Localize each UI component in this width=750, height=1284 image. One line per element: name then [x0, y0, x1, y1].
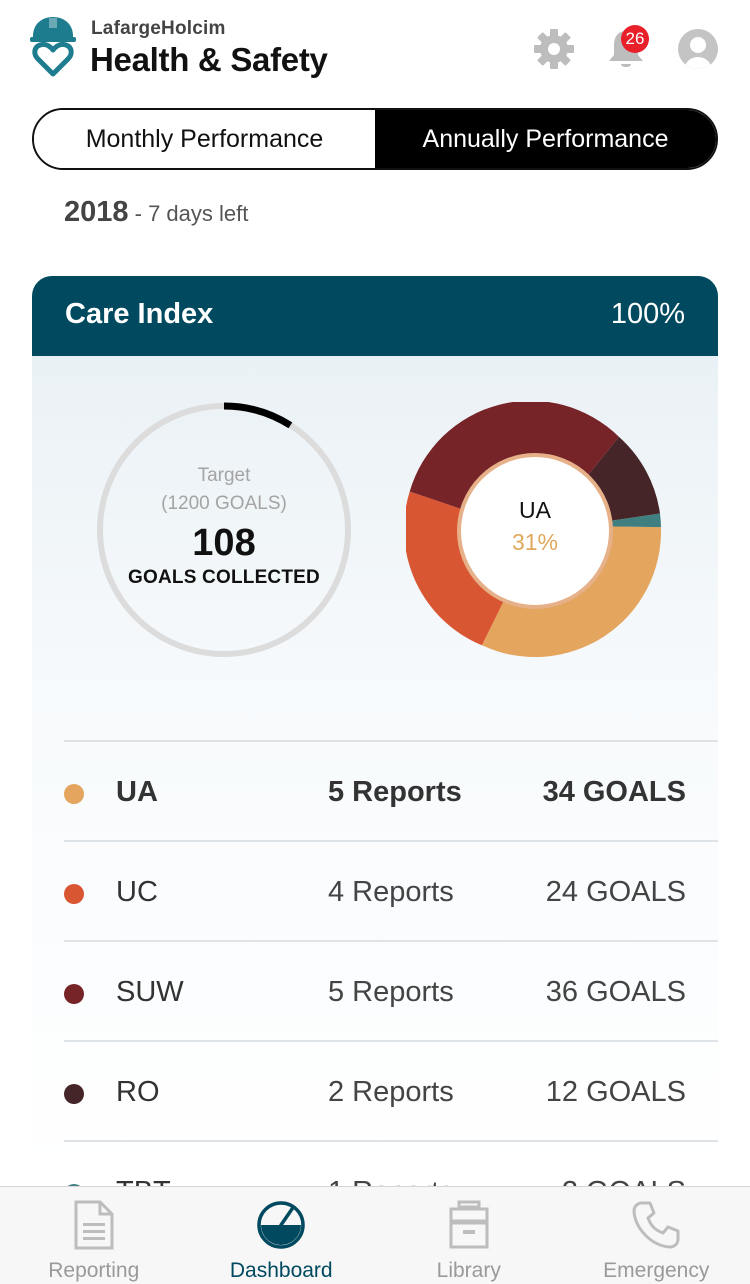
goals-breakdown-list: UA 5 Reports 34 GOALS UC 4 Reports 24 GO…: [64, 740, 718, 1236]
category-name: RO: [116, 1076, 160, 1108]
tab-reporting[interactable]: Reporting: [0, 1187, 188, 1284]
tab-label: Dashboard: [229, 1259, 333, 1282]
category-name: UC: [116, 876, 158, 908]
period-year: 2018: [64, 196, 129, 228]
gauge-target-label: Target: [197, 465, 251, 486]
brand-company: LafargeHolcim: [91, 18, 226, 39]
category-goals: 24 GOALS: [545, 876, 686, 908]
legend-dot: [64, 984, 84, 1004]
goals-progress-arc: [223, 402, 293, 429]
avatar-icon[interactable]: [677, 28, 719, 70]
goals-collected-value: 108: [192, 522, 256, 564]
monthly-performance-tab[interactable]: Monthly Performance: [34, 110, 375, 168]
performance-period-toggle: Monthly Performance Annually Performance: [32, 108, 718, 170]
bottom-tab-bar: Reporting Dashboard Library Emergency: [0, 1186, 750, 1284]
donut-slice-tbt: [597, 513, 661, 528]
list-item[interactable]: UC 4 Reports 24 GOALS: [64, 840, 718, 940]
tab-label: Library: [436, 1259, 501, 1282]
document-icon: [74, 1200, 114, 1250]
category-reports: 4 Reports: [328, 876, 454, 908]
category-goals: 12 GOALS: [545, 1076, 686, 1108]
tab-dashboard[interactable]: Dashboard: [188, 1187, 376, 1284]
list-item[interactable]: RO 2 Reports 12 GOALS: [64, 1040, 718, 1140]
category-reports: 2 Reports: [328, 1076, 454, 1108]
phone-icon: [632, 1201, 680, 1249]
gauge-target-goals: (1200 GOALS): [161, 493, 287, 514]
goals-collected-caption: GOALS COLLECTED: [128, 567, 320, 588]
donut-selected-percent: 31%: [511, 529, 559, 555]
category-reports: 5 Reports: [328, 976, 454, 1008]
category-goals: 36 GOALS: [545, 976, 686, 1008]
donut-slice-uc: [406, 491, 511, 646]
goals-donut-chart[interactable]: [406, 402, 664, 660]
gauge-center-text: Target (1200 GOALS) 108 GOALS COLLECTED: [96, 462, 352, 590]
donut-center-text: UA 31%: [406, 494, 664, 558]
goals-progress-ring: [97, 402, 351, 657]
app-header: LafargeHolcim Health & Safety 26: [0, 0, 750, 100]
card-percent: 100%: [610, 298, 685, 330]
annually-performance-tab[interactable]: Annually Performance: [375, 110, 716, 168]
legend-dot: [64, 1084, 84, 1104]
archive-box-icon: [449, 1200, 489, 1249]
donut-selected-name: UA: [519, 497, 551, 523]
notification-badge: 26: [621, 25, 649, 53]
tab-label: Reporting: [48, 1259, 140, 1282]
gear-icon[interactable]: [532, 27, 576, 71]
card-title: Care Index: [65, 298, 214, 330]
legend-dot: [64, 784, 84, 804]
tab-emergency[interactable]: Emergency: [563, 1187, 750, 1284]
period-info: 2018 - 7 days left: [64, 196, 248, 229]
list-item[interactable]: UA 5 Reports 34 GOALS: [64, 740, 718, 840]
category-name: UA: [116, 776, 158, 808]
tab-label: Emergency: [603, 1259, 710, 1282]
tab-library[interactable]: Library: [375, 1187, 563, 1284]
list-item[interactable]: SUW 5 Reports 36 GOALS: [64, 940, 718, 1040]
care-index-card: Care Index 100% Target (1200 GOALS) 108 …: [32, 276, 718, 1236]
dashboard-gauge-icon: [257, 1201, 305, 1249]
category-goals: 34 GOALS: [542, 776, 686, 808]
category-reports: 5 Reports: [328, 776, 462, 808]
helmet-heart-logo: [30, 17, 76, 77]
days-left: - 7 days left: [128, 201, 249, 226]
card-header: Care Index 100%: [32, 276, 718, 356]
app-title: Health & Safety: [90, 41, 328, 78]
category-name: SUW: [116, 976, 184, 1008]
legend-dot: [64, 884, 84, 904]
